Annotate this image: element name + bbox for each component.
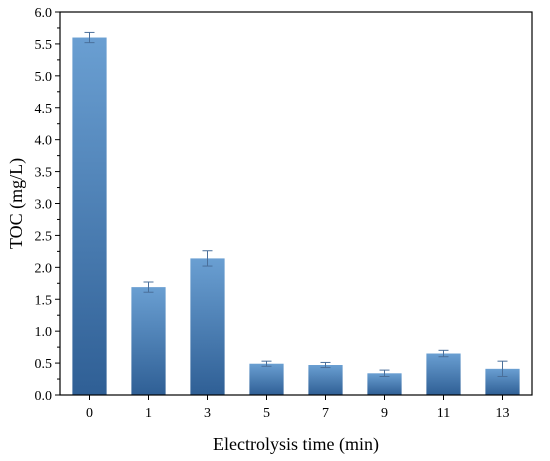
- y-tick-label: 0.0: [35, 389, 53, 404]
- y-tick-label: 2.0: [35, 261, 53, 276]
- y-tick-label: 2.5: [35, 229, 53, 244]
- x-tick-label: 1: [145, 406, 152, 421]
- error-bar-11: [438, 349, 449, 358]
- x-tick-label: 13: [496, 406, 510, 421]
- y-tick-label: 4.5: [35, 102, 53, 117]
- y-tick-label: 6.0: [35, 6, 53, 21]
- bar-1: [131, 287, 166, 395]
- y-tick-label: 0.5: [35, 357, 53, 372]
- error-bar-1: [143, 281, 154, 293]
- x-tick-label: 3: [204, 406, 211, 421]
- error-bar-5: [261, 360, 272, 367]
- bars-group: [72, 37, 520, 395]
- y-tick-label: 4.0: [35, 134, 53, 149]
- plot-frame: [59, 11, 533, 396]
- error-bar-7: [320, 361, 331, 369]
- y-tick-label: 3.5: [35, 166, 53, 181]
- error-bar-3: [202, 250, 213, 267]
- y-tick-label: 1.0: [35, 325, 53, 340]
- y-tick-label: 3.0: [35, 198, 53, 213]
- y-tick-label: 1.5: [35, 293, 53, 308]
- bar-11: [426, 353, 461, 395]
- y-tick-label: 5.0: [35, 70, 53, 85]
- x-tick-label: 9: [381, 406, 388, 421]
- x-tick-label: 11: [437, 406, 450, 421]
- bar-0: [72, 37, 107, 395]
- bar-5: [249, 363, 284, 395]
- error-bars-group: [84, 31, 508, 377]
- bar-3: [190, 258, 225, 395]
- error-bar-9: [379, 369, 390, 377]
- error-bar-13: [497, 360, 508, 377]
- bar-9: [367, 373, 402, 395]
- x-axis-title: Electrolysis time (min): [213, 434, 379, 455]
- y-axis: 0.0 0.5 1.0 1.5 2.0 2.5 3.0 3.5 4.0 4.5 5.0 5.5 6.0: [35, 6, 60, 404]
- bar-7: [308, 365, 343, 395]
- error-bar-0: [84, 31, 95, 44]
- y-axis-title: TOC (mg/L): [6, 158, 27, 249]
- x-tick-label: 7: [322, 406, 329, 421]
- x-tick-label: 5: [263, 406, 270, 421]
- x-tick-label: 0: [86, 406, 93, 421]
- x-axis: 0 1 3 5 7 9 11 13: [86, 395, 510, 421]
- y-tick-label: 5.5: [35, 38, 53, 53]
